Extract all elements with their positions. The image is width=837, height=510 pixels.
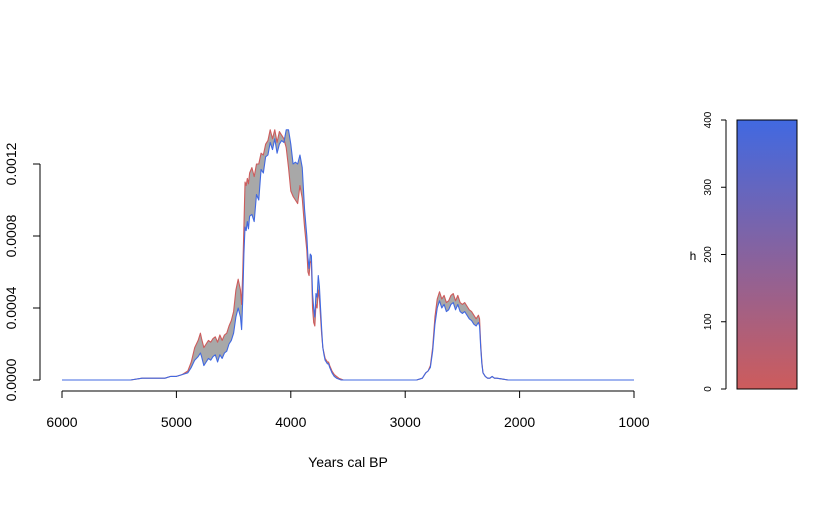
color-scale-tick-label: 100 [703,313,714,330]
band-fill [62,129,634,380]
x-tick-label: 2000 [504,414,535,430]
color-scale-tick-label: 400 [703,111,714,128]
color-scale-title: h [690,249,697,263]
color-scale-axis: 0 100 200 300 400 [703,111,727,392]
x-axis-title: Years cal BP [308,454,388,470]
color-scale-tick-label: 200 [703,246,714,263]
color-scale-tick-label: 0 [703,386,714,392]
series-lines [62,129,634,381]
x-tick-label: 3000 [390,414,421,430]
y-tick-label: 0.0004 [3,286,19,329]
y-axis: 0.0000 0.0004 0.0008 0.0012 [3,142,41,401]
y-tick-label: 0.0012 [3,142,19,185]
color-scale-bar [736,119,798,390]
x-tick-label: 4000 [275,414,306,430]
color-scale-tick-label: 300 [703,178,714,195]
series-line-1 [62,129,634,381]
x-tick-label: 5000 [161,414,192,430]
y-tick-label: 0.0008 [3,214,19,257]
x-tick-label: 6000 [46,414,77,430]
x-tick-label: 1000 [618,414,649,430]
color-scale-legend: 0 100 200 300 400 h [690,111,798,392]
x-axis: 6000 5000 4000 3000 2000 1000 [46,390,650,430]
series-line-2 [62,129,634,381]
uncertainty-band [62,129,634,380]
y-tick-label: 0.0000 [3,358,19,401]
main-density-chart: 6000 5000 4000 3000 2000 1000 0.00000.00040.0… [3,129,650,470]
